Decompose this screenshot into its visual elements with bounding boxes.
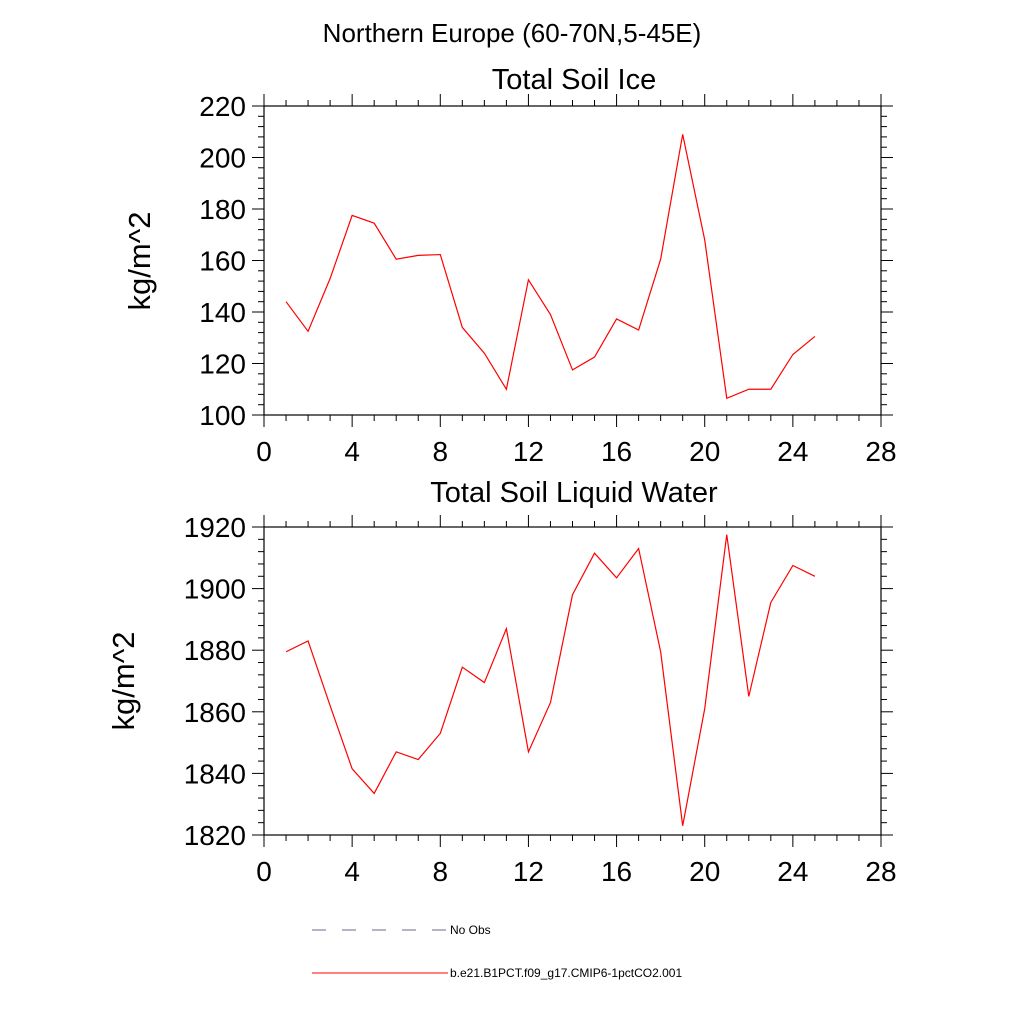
panel-title: Total Soil Ice (492, 64, 656, 96)
y-tick-label: 120 (199, 349, 246, 380)
x-tick-label: 20 (689, 436, 720, 467)
tick-labels: 0 4 8 12 16 20 24 28 1820 1840 1860 1880 1900 1920 (184, 512, 897, 887)
data-series (285, 134, 816, 400)
tick-labels: 0 4 8 12 16 20 24 28 100 120 140 160 180 200 220 (199, 91, 896, 467)
y-axis-label: kg/m^2 (122, 212, 157, 311)
x-tick-label: 20 (689, 856, 720, 887)
x-tick-label: 0 (256, 856, 272, 887)
x-tick-label: 24 (777, 436, 808, 467)
x-tick-label: 4 (344, 436, 360, 467)
y-tick-label: 100 (199, 400, 246, 431)
y-tick-label: 140 (199, 297, 246, 328)
legend-label: b.e21.B1PCT.f09_g17.CMIP6-1pctCO2.001 (450, 966, 682, 980)
x-tick-label: 8 (432, 436, 448, 467)
y-axis-label: kg/m^2 (106, 632, 141, 731)
y-tick-label: 1820 (184, 820, 246, 851)
y-tick-label: 200 (199, 143, 246, 174)
y-tick-label: 220 (199, 91, 246, 122)
data-series (285, 534, 816, 826)
legend-label: No Obs (450, 923, 491, 937)
x-tick-label: 24 (777, 856, 808, 887)
panel-title: Total Soil Liquid Water (430, 477, 718, 509)
y-tick-label: 1900 (184, 574, 246, 605)
axis-ticks (252, 515, 893, 847)
figure-title: Northern Europe (60-70N,5-45E) (323, 18, 702, 48)
y-tick-label: 160 (199, 246, 246, 277)
y-tick-label: 1860 (184, 697, 246, 728)
panel-total-soil-ice: Total Soil Ice kg/m^2 0 4 8 12 16 20 24 28 100 12… (122, 64, 897, 467)
x-tick-label: 28 (865, 856, 896, 887)
x-tick-label: 16 (601, 436, 632, 467)
x-tick-label: 28 (865, 436, 896, 467)
y-tick-label: 1920 (184, 512, 246, 543)
legend-item-no-obs: No Obs (312, 923, 491, 937)
x-tick-label: 8 (432, 856, 448, 887)
x-tick-label: 0 (256, 436, 272, 467)
axis-ticks (252, 94, 893, 427)
x-tick-label: 12 (513, 436, 544, 467)
y-tick-label: 180 (199, 194, 246, 225)
x-tick-label: 16 (601, 856, 632, 887)
legend: No Obs b.e21.B1PCT.f09_g17.CMIP6-1pctCO2… (312, 923, 682, 980)
series-line (285, 534, 816, 826)
y-tick-label: 1840 (184, 758, 246, 789)
x-tick-label: 4 (344, 856, 360, 887)
series-line (285, 134, 816, 400)
y-tick-label: 1880 (184, 635, 246, 666)
legend-item-model-run: b.e21.B1PCT.f09_g17.CMIP6-1pctCO2.001 (312, 966, 682, 980)
x-tick-label: 12 (513, 856, 544, 887)
panel-total-soil-liquid-water: Total Soil Liquid Water kg/m^2 0 4 8 12 16 20… (106, 477, 897, 887)
